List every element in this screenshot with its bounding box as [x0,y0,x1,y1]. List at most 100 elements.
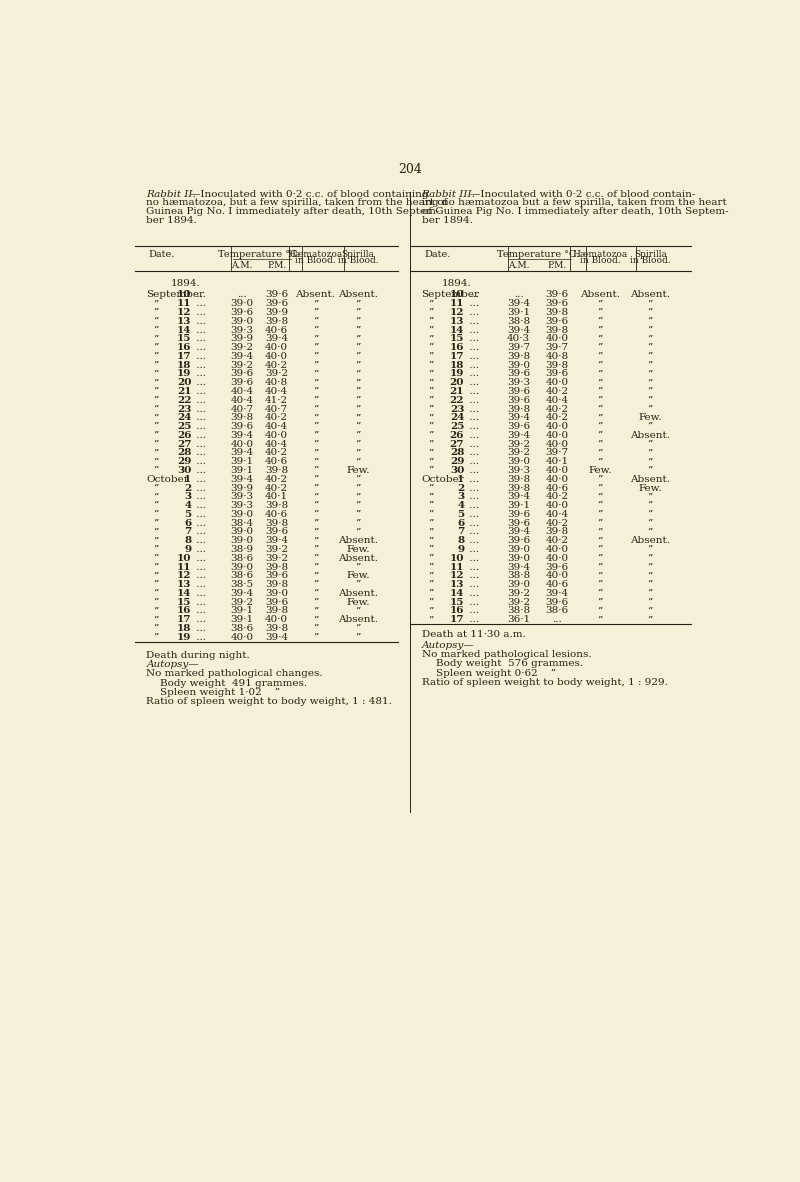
Text: ...: ... [552,616,562,624]
Text: Absent.: Absent. [580,291,620,299]
Text: 24: 24 [177,414,191,422]
Text: 14: 14 [450,325,464,335]
Text: 20: 20 [177,378,191,388]
Text: 19: 19 [177,370,191,378]
Text: ...: ... [466,404,478,414]
Text: 40·2: 40·2 [546,387,569,396]
Text: ...: ... [466,309,478,317]
Text: No marked pathological lesions.: No marked pathological lesions. [422,650,591,660]
Text: 39·3: 39·3 [507,466,530,475]
Text: 39·6: 39·6 [546,563,569,572]
Text: ”: ” [597,483,602,493]
Text: ...: ... [237,291,246,299]
Text: 39·1: 39·1 [507,309,530,317]
Text: ”: ” [355,404,361,414]
Text: 40·0: 40·0 [546,571,569,580]
Text: ”: ” [355,519,361,527]
Text: 2: 2 [457,483,464,493]
Text: 39·6: 39·6 [265,299,288,309]
Text: ”: ” [355,457,361,466]
Text: 40·7: 40·7 [265,404,288,414]
Text: ...: ... [466,493,478,501]
Text: ”: ” [428,466,434,475]
Text: ...: ... [466,563,478,572]
Text: ”: ” [597,457,602,466]
Text: ...: ... [466,580,478,589]
Text: ...: ... [466,457,478,466]
Text: 39·6: 39·6 [230,309,254,317]
Text: 30: 30 [450,466,464,475]
Text: ...: ... [193,404,206,414]
Text: ...: ... [193,291,206,299]
Text: 40·4: 40·4 [265,387,288,396]
Text: 6: 6 [457,519,464,527]
Text: ”: ” [313,632,318,642]
Text: 39·0: 39·0 [230,317,254,326]
Text: ”: ” [597,598,602,606]
Text: ”: ” [355,378,361,388]
Text: ”: ” [313,361,318,370]
Text: ...: ... [466,466,478,475]
Text: ”: ” [153,545,158,554]
Text: 39·4: 39·4 [507,414,530,422]
Text: ...: ... [193,387,206,396]
Text: ”: ” [313,537,318,545]
Text: ”: ” [597,335,602,343]
Text: ”: ” [313,616,318,624]
Text: 39·6: 39·6 [230,378,254,388]
Text: ”: ” [647,440,653,449]
Text: ”: ” [597,580,602,589]
Text: ...: ... [466,396,478,404]
Text: ”: ” [597,563,602,572]
Text: ”: ” [313,440,318,449]
Text: ”: ” [153,554,158,563]
Text: ”: ” [428,616,434,624]
Text: ”: ” [313,309,318,317]
Text: 29: 29 [450,457,464,466]
Text: 24: 24 [450,414,464,422]
Text: ”: ” [428,501,434,511]
Text: 40·6: 40·6 [265,457,288,466]
Text: ”: ” [597,589,602,598]
Text: ”: ” [428,352,434,361]
Text: ”: ” [597,370,602,378]
Text: in Blood.: in Blood. [295,255,336,265]
Text: 16: 16 [450,606,464,616]
Text: ”: ” [153,370,158,378]
Text: 40·0: 40·0 [230,632,254,642]
Text: ”: ” [647,519,653,527]
Text: ...: ... [193,632,206,642]
Text: 11: 11 [450,299,464,309]
Text: 18: 18 [177,361,191,370]
Text: ”: ” [153,580,158,589]
Text: 15: 15 [450,335,464,343]
Text: 39·2: 39·2 [507,448,530,457]
Text: 39·0: 39·0 [507,457,530,466]
Text: ber 1894.: ber 1894. [422,216,473,225]
Text: ...: ... [466,317,478,326]
Text: 40·0: 40·0 [546,431,569,440]
Text: ”: ” [355,483,361,493]
Text: Few.: Few. [346,466,370,475]
Text: ”: ” [355,370,361,378]
Text: ”: ” [597,527,602,537]
Text: ”: ” [428,606,434,616]
Text: no hæmatozoa, but a few spirilla, taken from the heart of: no hæmatozoa, but a few spirilla, taken … [146,199,448,207]
Text: ...: ... [193,343,206,352]
Text: ”: ” [153,325,158,335]
Text: ”: ” [597,554,602,563]
Text: ...: ... [466,554,478,563]
Text: October: October [146,475,190,483]
Text: 40·0: 40·0 [546,440,569,449]
Text: ”: ” [153,624,158,634]
Text: 40·2: 40·2 [265,414,288,422]
Text: ...: ... [193,370,206,378]
Text: ”: ” [153,422,158,431]
Text: 3: 3 [184,493,191,501]
Text: 40·3: 40·3 [507,335,530,343]
Text: ”: ” [153,606,158,616]
Text: 19: 19 [450,370,464,378]
Text: 38·8: 38·8 [507,571,530,580]
Text: ”: ” [597,616,602,624]
Text: ...: ... [466,475,478,483]
